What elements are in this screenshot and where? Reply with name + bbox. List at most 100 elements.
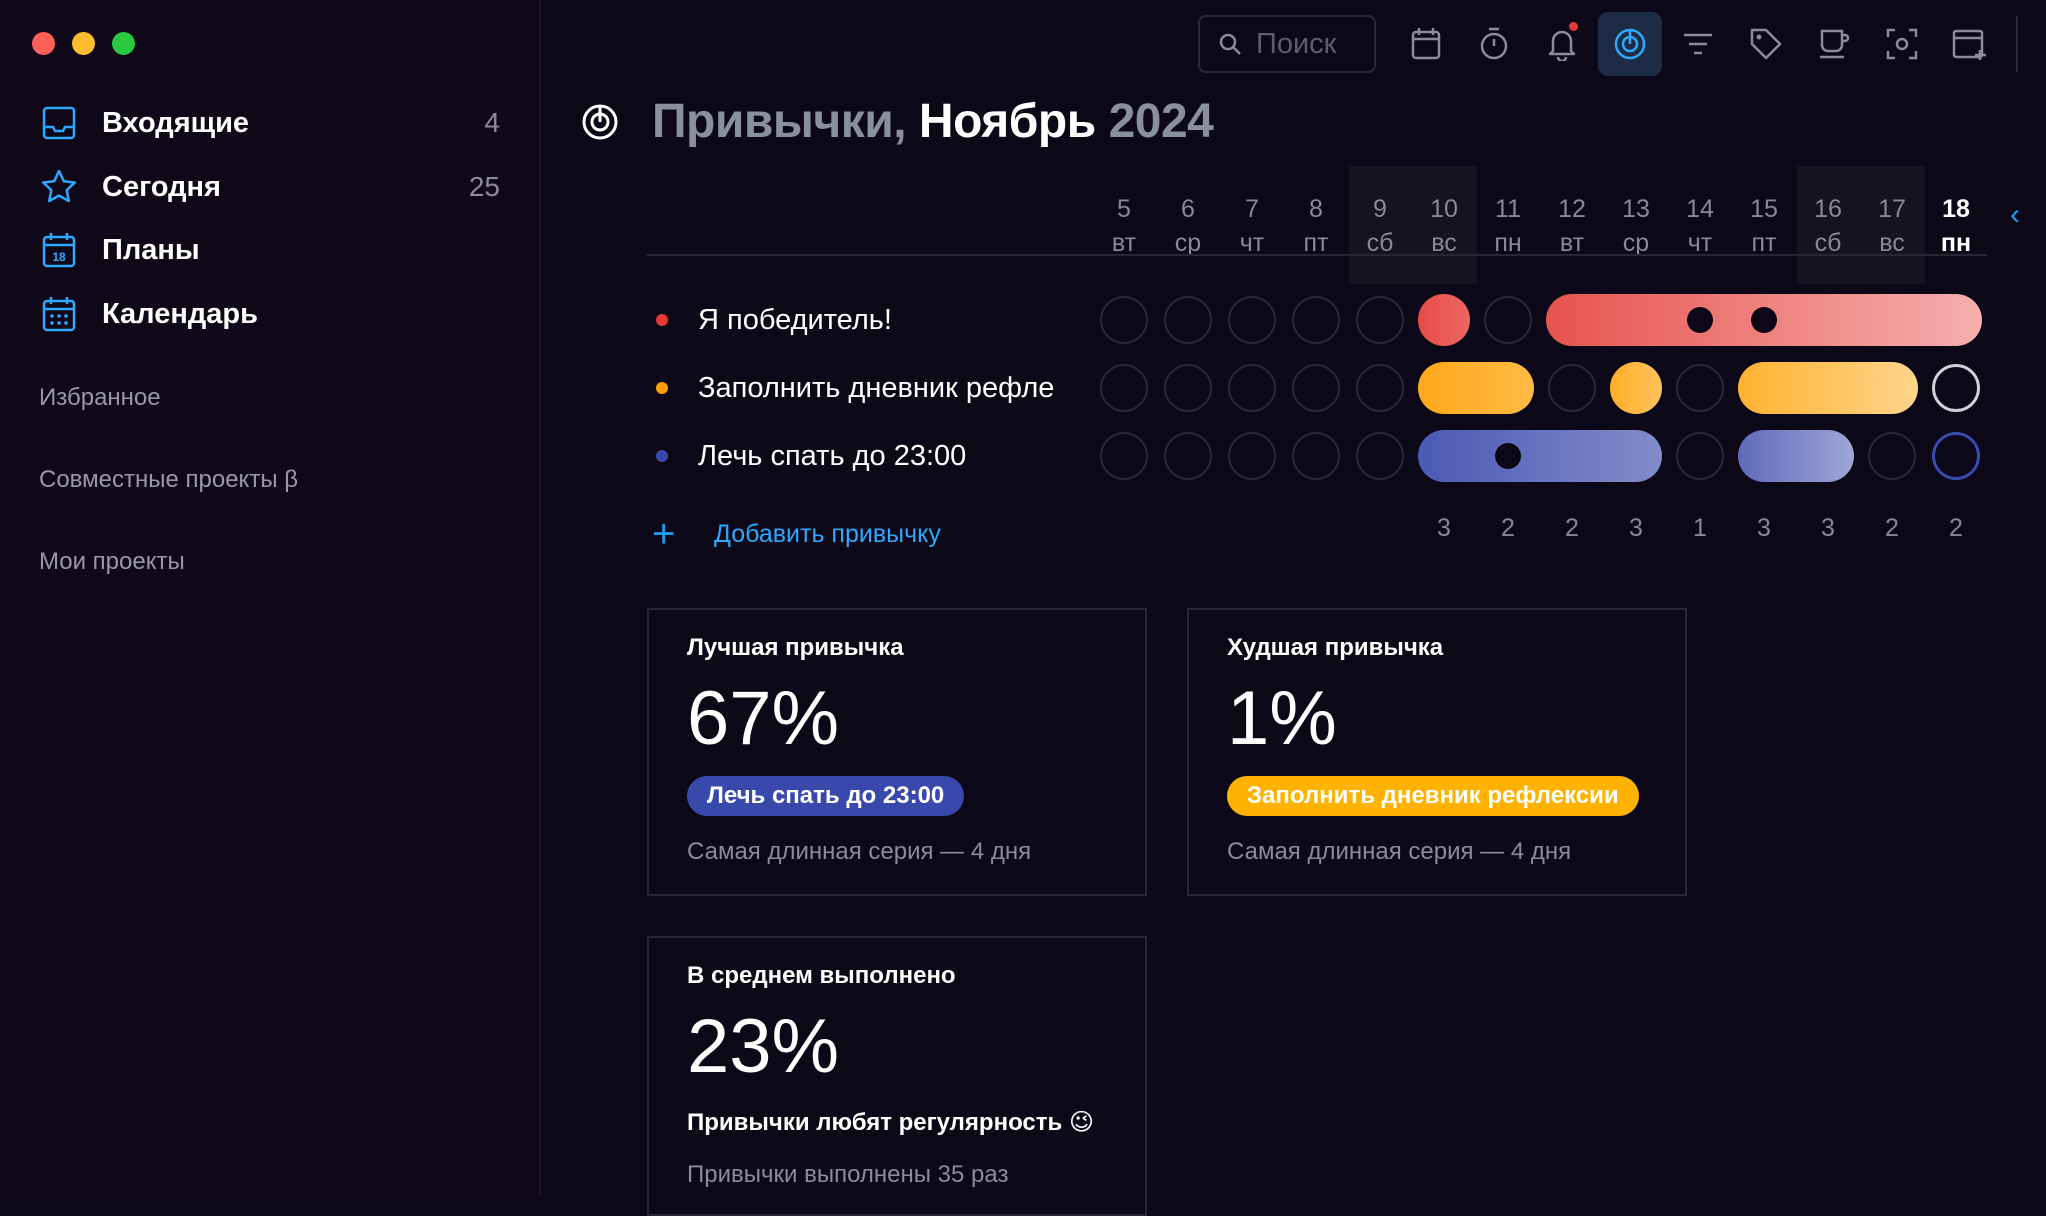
habit-day-cell[interactable] (1228, 364, 1276, 412)
habit-name: Я победитель! (698, 303, 892, 336)
calendar-18-icon: 18 (40, 231, 78, 269)
habit-color-dot (656, 314, 668, 326)
best-habit-card: Лучшая привычка 67% Лечь спать до 23:00 … (647, 608, 1147, 896)
day-number: 6 (1181, 195, 1195, 223)
day-header: 15 пт (1732, 192, 1796, 260)
habit-day-cell[interactable] (1164, 432, 1212, 480)
title-month: Ноябрь (918, 95, 1096, 148)
card-value: 23% (687, 1004, 840, 1089)
sidebar: Входящие 4 Сегодня 25 18 Планы Календарь… (0, 0, 541, 1196)
toolbar-divider (2016, 16, 2018, 72)
habit-day-cell[interactable] (1292, 364, 1340, 412)
habit-day-cell[interactable] (1932, 432, 1980, 480)
habit-badge[interactable]: Лечь спать до 23:00 (687, 776, 965, 816)
habit-day-cell[interactable] (1100, 364, 1148, 412)
star-icon (40, 168, 78, 206)
habit-marker (1687, 307, 1713, 333)
coffee-button[interactable] (1802, 12, 1866, 76)
habit-row[interactable]: Лечь спать до 23:00 (656, 426, 1054, 486)
habit-day-cell[interactable] (1484, 296, 1532, 344)
habit-day-cell[interactable] (1100, 432, 1148, 480)
new-window-button[interactable] (1938, 12, 2002, 76)
habit-color-dot (656, 382, 668, 394)
calendar-icon (1411, 28, 1441, 60)
card-streak: Самая длинная серия — 4 дня (687, 838, 1032, 865)
day-header: 7 чт (1220, 192, 1284, 260)
day-number: 14 (1686, 195, 1714, 223)
minimize-window-button[interactable] (72, 32, 95, 55)
sidebar-item-today[interactable]: Сегодня 25 (40, 159, 500, 215)
habit-day-cell[interactable] (1228, 432, 1276, 480)
habit-day-cell[interactable] (1228, 296, 1276, 344)
habit-day-cell[interactable] (1868, 432, 1916, 480)
habit-streak[interactable] (1418, 362, 1534, 414)
sidebar-item-calendar[interactable]: Календарь (40, 286, 500, 342)
habit-day-cell[interactable] (1676, 364, 1724, 412)
card-title: Худшая привычка (1227, 634, 1444, 661)
habit-streak[interactable] (1418, 430, 1662, 482)
habit-day-cell[interactable] (1932, 364, 1980, 412)
average-card: В среднем выполнено 23% Привычки любят р… (647, 936, 1147, 1216)
habits-button[interactable] (1598, 12, 1662, 76)
search-input[interactable]: Поиск (1198, 15, 1376, 73)
toolbar: Поиск (1198, 12, 2018, 76)
habit-day-cell[interactable] (1356, 296, 1404, 344)
maximize-window-button[interactable] (112, 32, 135, 55)
daily-total: 1 (1693, 514, 1707, 542)
day-header: 13 ср (1604, 192, 1668, 260)
habit-day-cell[interactable] (1292, 296, 1340, 344)
habit-day-cell[interactable] (1100, 296, 1148, 344)
habit-streak[interactable] (1418, 294, 1470, 346)
habit-day-cell[interactable] (1356, 432, 1404, 480)
day-number: 9 (1373, 195, 1387, 223)
sidebar-item-inbox[interactable]: Входящие 4 (40, 95, 500, 151)
card-value: 67% (687, 676, 840, 761)
plus-icon: + (652, 512, 676, 556)
day-header: 5 вт (1092, 192, 1156, 260)
section-shared-projects[interactable]: Совместные проекты β (39, 466, 299, 493)
search-icon (1219, 33, 1241, 55)
sidebar-item-count: 25 (468, 171, 500, 202)
habit-streak[interactable] (1610, 362, 1662, 414)
daily-total: 2 (1565, 514, 1579, 542)
card-value: 1% (1227, 676, 1337, 761)
section-favorites[interactable]: Избранное (39, 384, 161, 411)
screenshot-icon (1886, 28, 1918, 60)
habit-row[interactable]: Я победитель! (656, 290, 1054, 350)
habit-day-cell[interactable] (1164, 296, 1212, 344)
close-window-button[interactable] (32, 32, 55, 55)
tags-button[interactable] (1734, 12, 1798, 76)
sidebar-item-label: Календарь (102, 297, 258, 330)
habit-row[interactable]: Заполнить дневник рефлексии (656, 358, 1054, 418)
add-habit-button[interactable]: + Добавить привычку (652, 512, 941, 557)
chevron-left-icon[interactable]: ‹ (2010, 198, 2020, 231)
habit-day-cell[interactable] (1164, 364, 1212, 412)
habit-badge[interactable]: Заполнить дневник рефлексии (1227, 776, 1639, 816)
day-of-week: ср (1174, 229, 1202, 257)
day-of-week: пн (1494, 229, 1522, 257)
day-of-week: пт (1751, 229, 1777, 257)
habit-color-dot (656, 450, 668, 462)
section-my-projects[interactable]: Мои проекты (39, 548, 185, 575)
sidebar-item-label: Входящие (102, 106, 250, 139)
card-done-count: Привычки выполнены 35 раз (687, 1161, 1009, 1188)
habit-streak[interactable] (1738, 362, 1918, 414)
day-header: 16 сб (1796, 192, 1860, 260)
title-prefix: Привычки, (652, 95, 907, 148)
daily-total: 3 (1821, 514, 1835, 542)
habit-streak[interactable] (1738, 430, 1854, 482)
habit-day-cell[interactable] (1292, 432, 1340, 480)
screenshot-button[interactable] (1870, 12, 1934, 76)
filter-button[interactable] (1666, 12, 1730, 76)
day-number: 7 (1245, 195, 1259, 223)
timer-button[interactable] (1462, 12, 1526, 76)
day-header: 6 ср (1156, 192, 1220, 260)
sidebar-item-plans[interactable]: 18 Планы (40, 222, 500, 278)
calendar-grid-icon (40, 295, 78, 333)
habit-day-cell[interactable] (1548, 364, 1596, 412)
habit-day-cell[interactable] (1676, 432, 1724, 480)
notifications-button[interactable] (1530, 12, 1594, 76)
habit-day-cell[interactable] (1356, 364, 1404, 412)
tag-icon (1750, 28, 1782, 60)
calendar-button[interactable] (1394, 12, 1458, 76)
